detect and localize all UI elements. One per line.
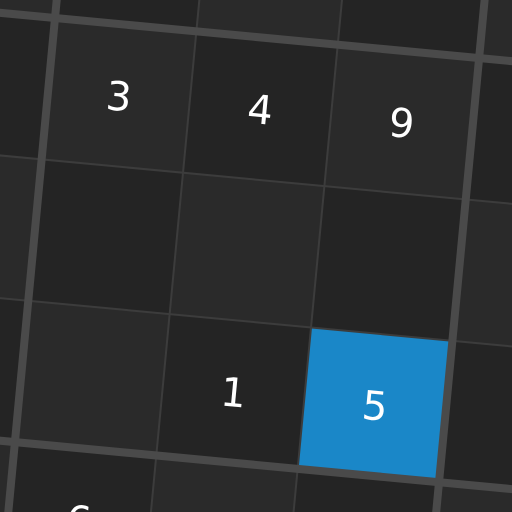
cell[interactable]	[0, 146, 42, 301]
cell[interactable]	[0, 4, 55, 160]
cell[interactable]	[1, 442, 157, 512]
cell-digit: 1	[219, 369, 249, 417]
cell[interactable]	[311, 186, 466, 341]
cell-digit: 4	[245, 87, 275, 135]
cell[interactable]	[169, 172, 325, 328]
cell[interactable]	[337, 0, 493, 59]
cell-digit: 9	[387, 100, 417, 148]
cell[interactable]	[439, 340, 512, 496]
cell[interactable]	[14, 300, 170, 456]
box-line	[0, 0, 73, 512]
box-line	[0, 424, 512, 500]
cell[interactable]	[156, 314, 312, 469]
cell-line	[283, 0, 353, 512]
cell-digit: 6	[64, 497, 94, 512]
cell[interactable]	[183, 31, 338, 187]
cell[interactable]	[142, 455, 298, 512]
cell[interactable]	[41, 18, 197, 173]
cell[interactable]	[28, 159, 184, 315]
cell-line	[0, 145, 512, 214]
box-line	[421, 0, 497, 512]
cell[interactable]	[284, 468, 440, 512]
cell[interactable]	[452, 199, 512, 355]
cell[interactable]	[465, 58, 512, 213]
cell[interactable]	[324, 44, 480, 200]
cell-line	[141, 0, 211, 512]
cell-line	[0, 286, 512, 356]
box-line	[0, 0, 512, 76]
cell[interactable]	[297, 327, 453, 483]
cell-digit: 5	[360, 383, 390, 431]
cell[interactable]	[196, 0, 352, 45]
cell-digit: 3	[104, 73, 134, 121]
